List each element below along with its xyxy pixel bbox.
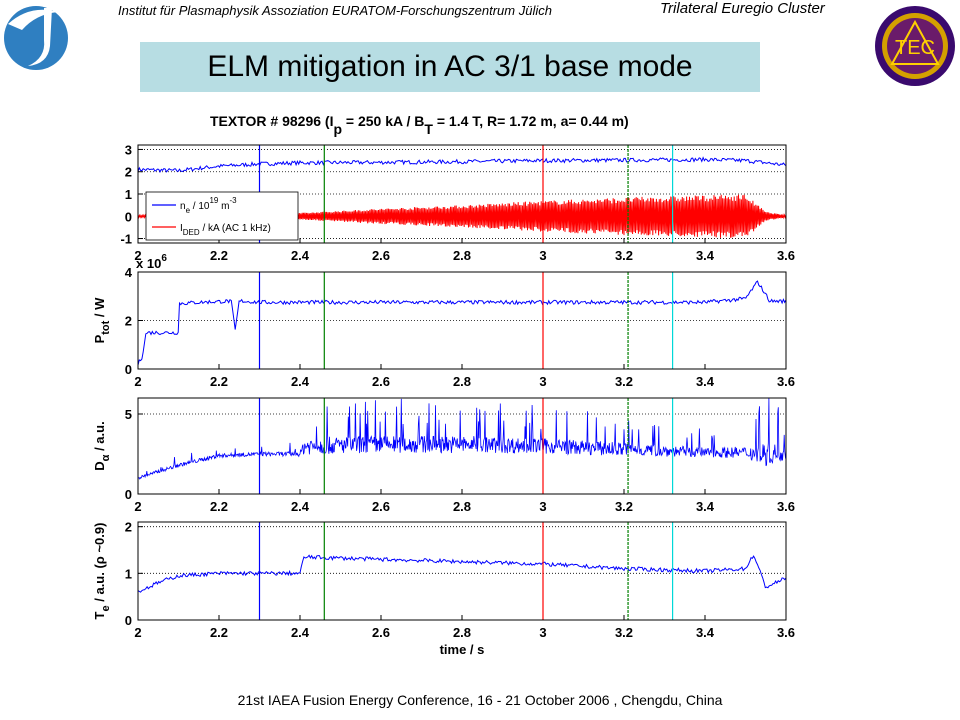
x-tick-label: 3 bbox=[539, 248, 546, 263]
y-axis-label: Te / a.u. (ρ ~0.9) bbox=[92, 523, 112, 620]
footer-conference: 21st IAEA Fusion Energy Conference, 16 -… bbox=[237, 692, 723, 708]
x-tick-label: 2.8 bbox=[453, 374, 471, 389]
x-tick-label: 2.4 bbox=[291, 499, 310, 514]
x-axis-label: time / s bbox=[440, 642, 485, 657]
y-multiplier: x 106 bbox=[136, 253, 167, 271]
x-tick-label: 3.6 bbox=[777, 625, 795, 640]
y-tick-label: 0 bbox=[125, 613, 132, 628]
legend-entry: IDED / kA (AC 1 kHz) bbox=[180, 223, 271, 237]
y-tick-label: -1 bbox=[120, 232, 132, 247]
x-tick-label: 2 bbox=[134, 374, 141, 389]
x-tick-label: 3.6 bbox=[777, 499, 795, 514]
slide-title: ELM mitigation in AC 3/1 base mode bbox=[207, 50, 693, 83]
x-tick-label: 2.8 bbox=[453, 248, 471, 263]
y-tick-label: 2 bbox=[125, 520, 132, 535]
x-tick-label: 2.8 bbox=[453, 625, 471, 640]
series-blue-line bbox=[137, 554, 787, 593]
y-axis-label: Dα / a.u. bbox=[92, 421, 112, 470]
x-tick-label: 3.2 bbox=[615, 248, 633, 263]
x-tick-label: 2.8 bbox=[453, 499, 471, 514]
x-tick-label: 3.6 bbox=[777, 248, 795, 263]
x-tick-label: 3.4 bbox=[696, 374, 715, 389]
x-tick-label: 2.4 bbox=[291, 248, 310, 263]
x-tick-label: 2.4 bbox=[291, 374, 310, 389]
x-tick-label: 3.4 bbox=[696, 625, 715, 640]
y-tick-label: 0 bbox=[125, 362, 132, 377]
axes-frame bbox=[137, 144, 787, 244]
x-tick-label: 2 bbox=[134, 248, 141, 263]
series-blue-line bbox=[137, 156, 787, 174]
x-tick-label: 2.2 bbox=[210, 248, 228, 263]
y-tick-label: 1 bbox=[125, 187, 132, 202]
x-tick-label: 2 bbox=[134, 499, 141, 514]
x-tick-label: 3.2 bbox=[615, 625, 633, 640]
x-tick-label: 2.6 bbox=[372, 499, 390, 514]
y-tick-label: 0 bbox=[125, 487, 132, 502]
y-tick-label: 4 bbox=[125, 265, 133, 280]
x-tick-label: 2.6 bbox=[372, 625, 390, 640]
x-tick-label: 2.2 bbox=[210, 374, 228, 389]
institute-header: Institut für Plasmaphysik Assoziation EU… bbox=[118, 3, 552, 18]
series-blue-line bbox=[137, 280, 787, 366]
y-tick-label: 0 bbox=[125, 209, 132, 224]
panel-3: 5 02 2.2 2.4 2.6 2.8 3 3.2 3.4 3.6 Dα / a.u. bbox=[92, 397, 795, 514]
shot-title: TEXTOR # 98296 (Ip = 250 kA / BT = 1.4 T… bbox=[210, 113, 629, 137]
legend-entry: ne / 1019 m-3 bbox=[180, 196, 237, 215]
axes-frame bbox=[137, 397, 787, 495]
x-tick-label: 2.2 bbox=[210, 625, 228, 640]
x-tick-label: 2 bbox=[134, 625, 141, 640]
tec-logo-text: TEC bbox=[895, 37, 935, 59]
x-tick-label: 3.2 bbox=[615, 374, 633, 389]
ipp-logo bbox=[4, 6, 68, 70]
tec-logo: TEC bbox=[875, 6, 955, 86]
y-tick-label: 5 bbox=[125, 407, 132, 422]
x-tick-label: 3.6 bbox=[777, 374, 795, 389]
cluster-header: Trilateral Euregio Cluster bbox=[660, 0, 825, 17]
x-tick-label: 3 bbox=[539, 499, 546, 514]
x-tick-label: 2.6 bbox=[372, 248, 390, 263]
y-tick-label: 2 bbox=[125, 314, 132, 329]
axes-frame bbox=[137, 271, 787, 370]
x-tick-label: 3.2 bbox=[615, 499, 633, 514]
x-tick-label: 2.2 bbox=[210, 499, 228, 514]
x-tick-label: 2.6 bbox=[372, 374, 390, 389]
legend-box bbox=[145, 191, 299, 241]
series-blue-noisy bbox=[137, 397, 787, 480]
x-tick-label: 3 bbox=[539, 625, 546, 640]
y-tick-label: 2 bbox=[125, 165, 132, 180]
y-axis-label: Ptot / W bbox=[92, 297, 112, 344]
x-tick-label: 3 bbox=[539, 374, 546, 389]
axes-frame bbox=[137, 521, 787, 621]
y-tick-label: 3 bbox=[125, 142, 132, 157]
x-tick-label: 2.4 bbox=[291, 625, 310, 640]
y-tick-label: 1 bbox=[125, 566, 132, 581]
slide-title-box: ELM mitigation in AC 3/1 base mode bbox=[140, 42, 760, 92]
x-tick-label: 3.4 bbox=[696, 499, 715, 514]
x-tick-label: 3.4 bbox=[696, 248, 715, 263]
